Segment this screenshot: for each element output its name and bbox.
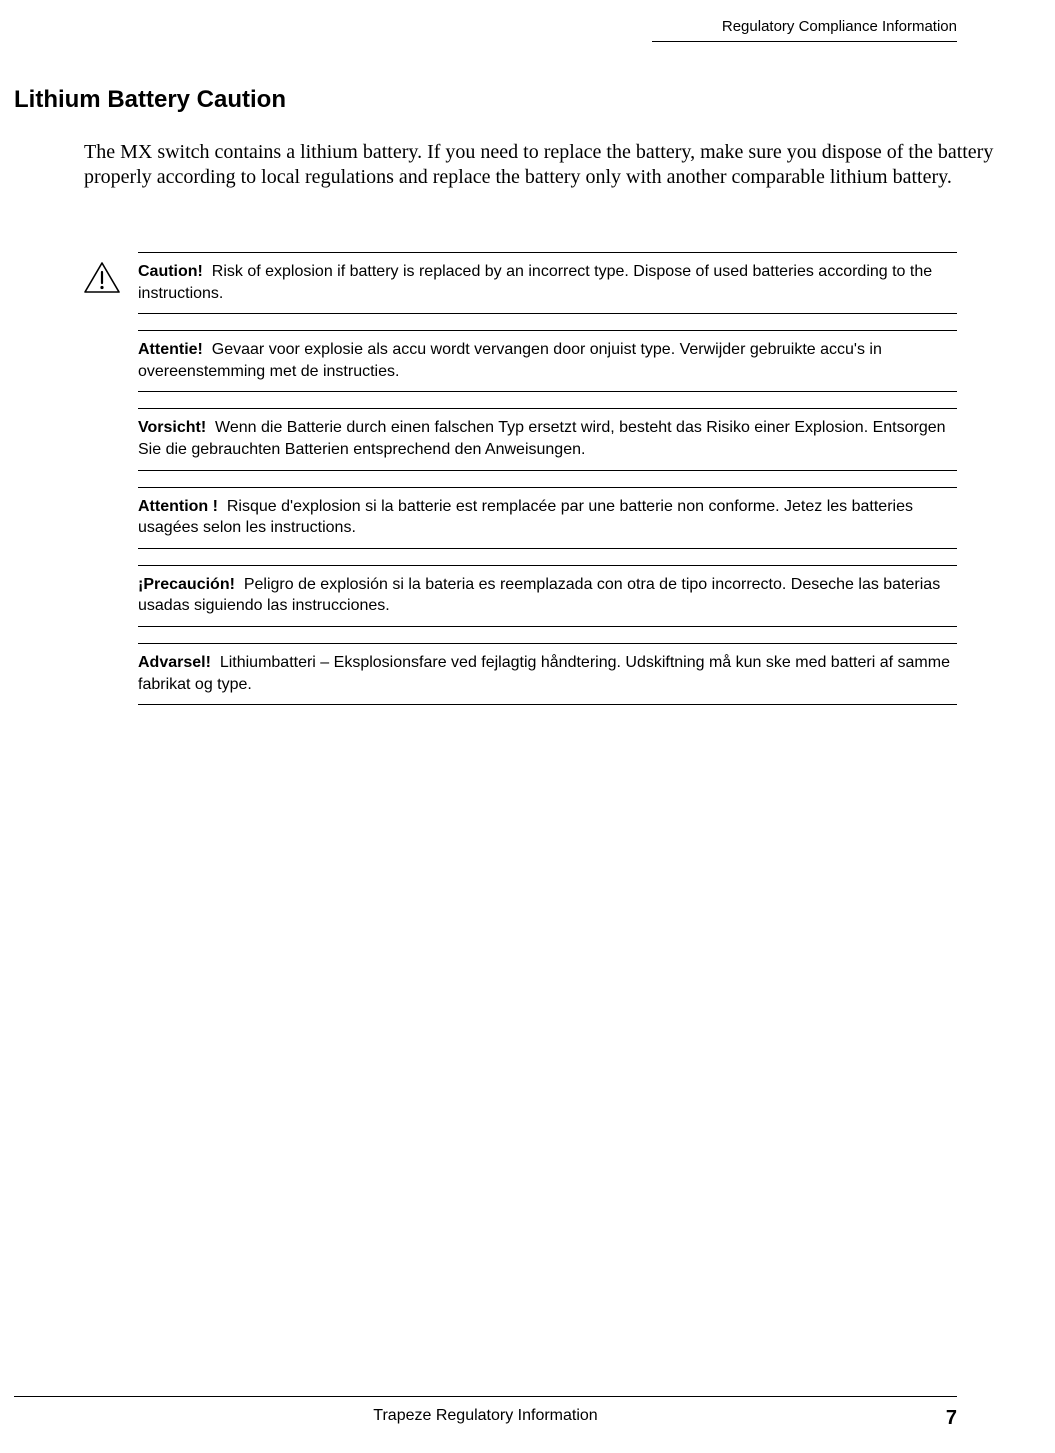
- caution-label: Advarsel!: [138, 654, 211, 671]
- running-header: Regulatory Compliance Information: [652, 18, 957, 42]
- cautions-block: Caution! Risk of explosion if battery is…: [84, 252, 957, 721]
- footer-doc-title: Trapeze Regulatory Information: [373, 1407, 597, 1425]
- caution-item: Vorsicht! Wenn die Batterie durch einen …: [138, 408, 957, 470]
- caution-text-column: Caution! Risk of explosion if battery is…: [138, 252, 957, 721]
- running-header-text: Regulatory Compliance Information: [722, 18, 957, 35]
- caution-label: Caution!: [138, 263, 203, 280]
- page-footer: Trapeze Regulatory Information 7: [14, 1396, 957, 1425]
- caution-label: Vorsicht!: [138, 419, 206, 436]
- caution-item: Attention ! Risque d'explosion si la bat…: [138, 487, 957, 549]
- caution-text: Gevaar voor explosie als accu wordt verv…: [138, 341, 882, 380]
- caution-text: Risque d'explosion si la batterie est re…: [138, 498, 913, 537]
- caution-label: Attention !: [138, 498, 218, 515]
- caution-item: Attentie! Gevaar voor explosie als accu …: [138, 330, 957, 392]
- warning-triangle-icon: [84, 262, 120, 294]
- caution-text: Peligro de explosión si la bateria es re…: [138, 576, 940, 615]
- caution-label: ¡Precaución!: [138, 576, 235, 593]
- document-page: Regulatory Compliance Information Lithiu…: [0, 0, 1055, 1453]
- caution-text: Lithiumbatteri – Eksplosionsfare ved fej…: [138, 654, 950, 693]
- section-title: Lithium Battery Caution: [14, 86, 286, 114]
- caution-item: Caution! Risk of explosion if battery is…: [138, 252, 957, 314]
- caution-item: ¡Precaución! Peligro de explosión si la …: [138, 565, 957, 627]
- caution-text: Wenn die Batterie durch einen falschen T…: [138, 419, 946, 458]
- caution-text: Risk of explosion if battery is replaced…: [138, 263, 932, 302]
- caution-row: Caution! Risk of explosion if battery is…: [84, 252, 957, 721]
- caution-icon-column: [84, 252, 120, 294]
- intro-paragraph: The MX switch contains a lithium battery…: [84, 140, 1035, 190]
- page-number: 7: [946, 1407, 957, 1430]
- caution-label: Attentie!: [138, 341, 203, 358]
- caution-item: Advarsel! Lithiumbatteri – Eksplosionsfa…: [138, 643, 957, 705]
